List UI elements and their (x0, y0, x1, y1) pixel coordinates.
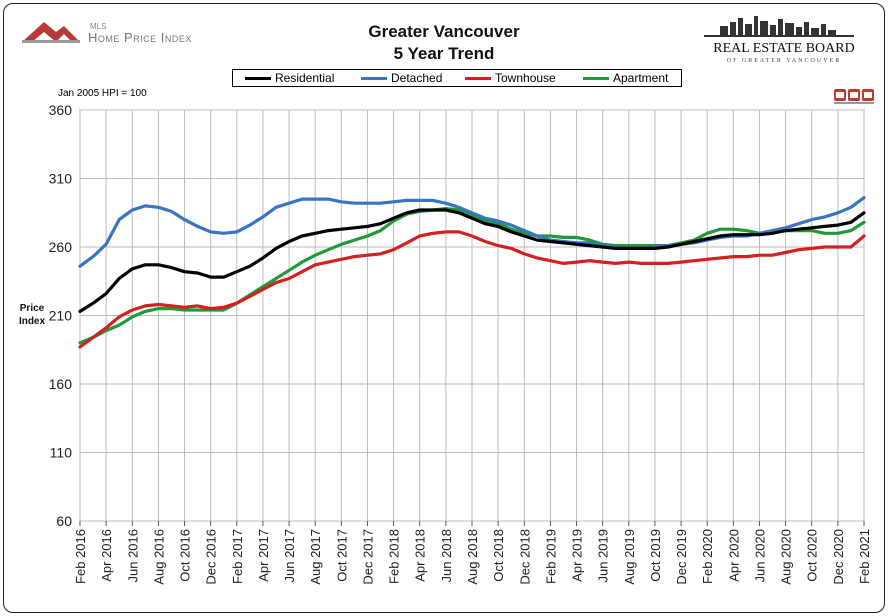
x-tick-label: Aug 2017 (308, 529, 323, 585)
board-logo-line1: REAL ESTATE BOARD (713, 41, 854, 56)
chart-title-line2: 5 Year Trend (393, 44, 495, 63)
legend-swatch-townhouse (465, 77, 491, 80)
board-logo-line2: OF GREATER VANCOUVER (727, 58, 841, 64)
x-tick-label: Dec 2019 (674, 529, 689, 585)
x-tick-label: Oct 2020 (805, 529, 820, 582)
x-tick-label: Feb 2021 (857, 529, 872, 584)
y-tick-label: 260 (49, 239, 73, 255)
base-note: Jan 2005 HPI = 100 (58, 88, 147, 99)
x-tick-label: Feb 2020 (700, 529, 715, 584)
series-line-residential (78, 208, 866, 313)
series-line-townhouse (78, 230, 866, 349)
x-tick-label: Feb 2017 (230, 529, 245, 584)
x-tick-label: Apr 2016 (99, 529, 114, 582)
x-tick-label: Aug 2018 (465, 529, 480, 585)
legend-label-apartment: Apartment (613, 71, 669, 85)
x-tick-label: Dec 2020 (831, 529, 846, 585)
x-tick-label: Feb 2016 (73, 529, 88, 584)
x-tick-label: Jun 2020 (752, 529, 767, 583)
y-tick-label: 160 (49, 376, 73, 392)
x-tick-label: Apr 2020 (726, 529, 741, 582)
x-tick-label: Apr 2019 (570, 529, 585, 582)
mls-logo-small: MLS (90, 22, 106, 31)
x-tick-label: Dec 2016 (204, 529, 219, 585)
x-tick-label: Feb 2018 (387, 529, 402, 584)
x-tick-label: Jun 2017 (282, 529, 297, 583)
mls-logo-text: Home Price Index (88, 30, 192, 45)
x-tick-label: Aug 2020 (779, 529, 794, 585)
legend-swatch-detached (361, 77, 387, 80)
mls-badge-icon (834, 89, 874, 104)
y-tick-label: 210 (49, 308, 73, 324)
legend-swatch-residential (245, 77, 271, 80)
real-estate-board-logo: REAL ESTATE BOARD OF GREATER VANCOUVER (704, 16, 855, 64)
y-tick-label: 310 (49, 171, 73, 187)
legend-swatch-apartment (583, 77, 609, 80)
x-tick-label: Jun 2018 (439, 529, 454, 583)
x-tick-label: Oct 2017 (334, 529, 349, 582)
x-tick-label: Oct 2018 (491, 529, 506, 582)
y-tick-label: 360 (49, 102, 73, 118)
y-tick-label: 60 (56, 513, 72, 529)
y-axis-label: Price Index (18, 303, 46, 327)
legend-label-townhouse: Townhouse (495, 71, 556, 85)
x-tick-label: Dec 2017 (360, 529, 375, 585)
skyline-icon (704, 16, 854, 37)
x-tick-label: Dec 2018 (517, 529, 532, 585)
x-tick-label: Feb 2019 (543, 529, 558, 584)
x-tick-label: Apr 2017 (256, 529, 271, 582)
chart-legend: Residential Detached Townhouse Apartment (232, 69, 682, 87)
chart-title-line1: Greater Vancouver (368, 22, 520, 41)
y-tick-label: 110 (50, 445, 73, 461)
x-tick-label: Oct 2019 (648, 529, 663, 582)
x-tick-label: Aug 2016 (151, 529, 166, 585)
legend-label-residential: Residential (275, 71, 335, 85)
x-tick-label: Aug 2019 (622, 529, 637, 585)
house-logo-icon (22, 22, 80, 42)
x-tick-label: Jun 2019 (596, 529, 611, 583)
legend-label-detached: Detached (391, 71, 443, 85)
mls-hpi-logo: MLS Home Price Index (22, 22, 192, 45)
x-tick-label: Oct 2016 (178, 529, 193, 582)
x-tick-label: Jun 2016 (125, 529, 140, 583)
x-tick-label: Apr 2018 (413, 529, 428, 582)
